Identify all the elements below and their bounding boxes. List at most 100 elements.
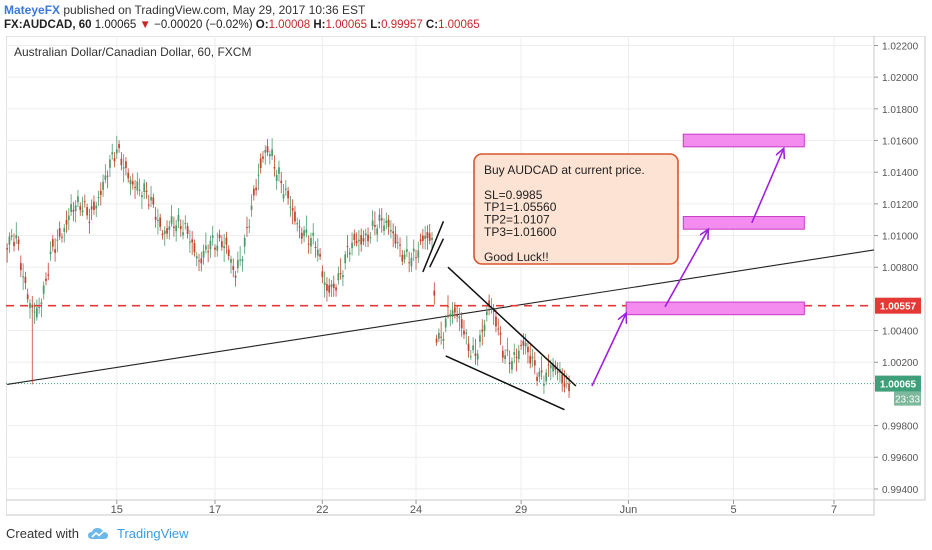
publisher-line: MateyeFX published on TradingView.com, M… (4, 3, 365, 17)
candle-body (200, 258, 203, 264)
candle-body (463, 330, 465, 335)
candle-body (17, 239, 20, 245)
chart-frame[interactable]: 1.02200 1.02000 1.01800 1.01600 1.01400 1.012… (5, 35, 926, 516)
candle-body (227, 249, 230, 257)
candle-body (83, 201, 86, 203)
high-value: 1.00065 (325, 19, 368, 31)
candle-body (86, 207, 88, 216)
candle-body (266, 146, 269, 153)
candle-body (536, 376, 538, 381)
candle-body (344, 254, 347, 264)
candle-body (533, 360, 536, 366)
candle-body (173, 226, 175, 229)
candle-body (134, 186, 136, 188)
trendline (7, 249, 875, 385)
candle-body (492, 310, 495, 312)
candle-body (289, 206, 292, 208)
candle-body (246, 227, 248, 229)
candle-body (314, 246, 317, 248)
candle-body (166, 228, 168, 234)
candle-body (543, 384, 545, 386)
price-change: −0.00020 (−0.02%) (154, 19, 253, 31)
candle-body (239, 259, 241, 261)
candle-body (346, 246, 349, 248)
candle-body (131, 181, 134, 185)
candle-body (287, 190, 289, 199)
candle-body (6, 248, 9, 250)
candle-body (220, 241, 223, 248)
y-tick-label: 1.02200 (882, 42, 919, 53)
annotation-line: SL=0.9985 (484, 188, 543, 202)
rising-wedge-line (429, 238, 445, 268)
candle-body (22, 276, 24, 278)
candle-body (513, 352, 516, 355)
candle-body (127, 172, 130, 179)
candle-body (234, 275, 237, 278)
tradingview-brand[interactable]: TradingView (116, 526, 189, 541)
candle-body (184, 223, 187, 225)
candle-body (410, 257, 413, 267)
y-tick-label: 1.00400 (882, 327, 919, 338)
created-with-label: Created with (6, 526, 79, 541)
candle-body (490, 307, 493, 310)
candle-body (330, 284, 333, 288)
candle-body (243, 237, 246, 247)
candle-body (145, 190, 148, 193)
candle-body (563, 382, 566, 387)
candle-body (531, 356, 534, 359)
candle-body (168, 226, 171, 230)
annotation-line: TP2=1.0107 (484, 213, 550, 227)
support-price-label: 1.00557 (880, 302, 917, 313)
candle-body (504, 355, 506, 360)
candle-body (495, 316, 497, 327)
publish-info: published on TradingView.com, May 29, 20… (63, 3, 366, 17)
annotation-line: TP1=1.05560 (484, 200, 557, 214)
x-tick-label: Jun (620, 504, 638, 516)
y-tick-label: 1.01400 (882, 168, 919, 179)
candle-body (422, 235, 424, 241)
candle-body (444, 318, 447, 328)
candle-body (501, 350, 504, 358)
candle-body (198, 260, 200, 262)
candle-body (284, 188, 287, 190)
candle-body (58, 228, 61, 237)
candle-body (348, 252, 351, 255)
price-chart[interactable]: 1.02200 1.02000 1.01800 1.01600 1.01400 1.012… (5, 35, 926, 516)
candle-body (102, 181, 104, 190)
candle-body (305, 229, 308, 233)
candle-body (300, 232, 303, 239)
candle-body (120, 158, 123, 166)
candle-body (417, 250, 420, 258)
target-zone (682, 216, 805, 230)
candle-body (524, 342, 527, 347)
candle-body (467, 343, 470, 351)
author-name[interactable]: MateyeFX (4, 3, 61, 17)
candle-body (88, 221, 91, 223)
candle-body (252, 188, 255, 196)
candle-body (182, 232, 184, 236)
candle-body (179, 226, 182, 230)
x-tick-label: 7 (831, 504, 837, 516)
candle-body (207, 251, 210, 253)
candle-body (332, 283, 335, 288)
falling-wedge-line (447, 266, 577, 387)
candle-body (125, 161, 127, 168)
candle-body (396, 242, 399, 244)
candle-body (278, 167, 280, 174)
candle-body (225, 237, 228, 245)
candle-body (326, 284, 328, 291)
candle-body (49, 251, 52, 255)
target-arrow (591, 313, 626, 387)
chart-title: Australian Dollar/Canadian Dollar, 60, F… (14, 45, 251, 59)
candle-body (515, 356, 518, 358)
candle-body (79, 206, 82, 211)
falling-wedge-line (445, 355, 565, 411)
candle-body (529, 355, 532, 364)
target-zone (682, 133, 805, 148)
target-zone (625, 301, 805, 316)
open-value: 1.00008 (268, 19, 311, 31)
candle-body (47, 274, 50, 276)
candle-body (118, 144, 120, 149)
low-value: 0.99957 (381, 19, 423, 31)
candle-body (517, 350, 520, 360)
